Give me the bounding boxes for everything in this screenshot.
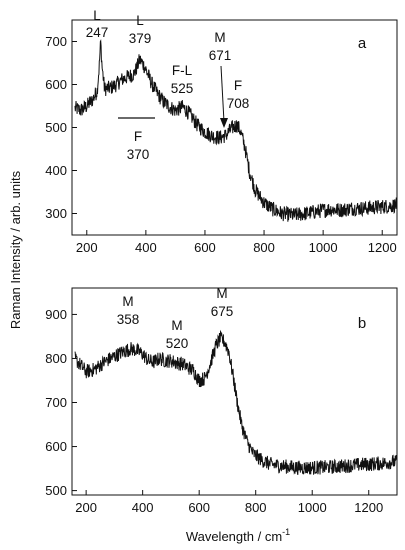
x-axis-title-sup: -1 (282, 527, 290, 537)
anno-a-L-247-value: 247 (86, 25, 109, 40)
anno-a-M-671-arrow (220, 65, 225, 123)
panel-b-x-tick-label: 800 (245, 500, 267, 515)
panel-b-y-tick-label: 600 (45, 439, 67, 454)
anno-a-FL-525-letter: F-L (172, 63, 193, 78)
anno-b-M-675-letter: M (216, 286, 227, 301)
panel-a-y-tick-label: 700 (45, 34, 67, 49)
x-axis-title-main: Wavelength / cm (186, 529, 282, 544)
panel-b-x-tick-label: 400 (132, 500, 154, 515)
anno-a-M-671-arrowhead (220, 118, 228, 128)
x-axis-title: Wavelength / cm-1 (186, 527, 290, 544)
panel-a-y-tick-label: 300 (45, 206, 67, 221)
anno-b-M-358-value: 358 (117, 312, 140, 327)
panel-b-frame (71, 287, 398, 496)
anno-a-FL-525-value: 525 (171, 81, 194, 96)
panel-a-y-tick-label: 600 (45, 77, 67, 92)
panel-a-x-tick-label: 400 (135, 240, 157, 255)
panel-b-x-tick-label: 200 (75, 500, 97, 515)
panel-a-y-tick-label: 500 (45, 120, 67, 135)
panel-a-spectrum-line (74, 39, 398, 222)
anno-b-M-675-value: 675 (211, 304, 234, 319)
anno-a-F-708-letter: F (234, 78, 242, 93)
panel-b-x-axis: 200 400 600 800 1000 1200 (75, 490, 383, 515)
y-axis-title: Raman Intensity / arb. units (8, 170, 23, 329)
panel-a: 300 400 500 600 700 200 400 600 800 1000 1200 a L… (45, 8, 398, 255)
panel-b-y-axis: 500 600 700 800 900 (45, 307, 77, 498)
panel-a-x-tick-label: 200 (76, 240, 98, 255)
panel-b-x-tick-label: 600 (188, 500, 210, 515)
panel-a-label: a (358, 35, 367, 52)
anno-a-L-379-letter: L (136, 13, 144, 28)
panel-b-y-tick-label: 900 (45, 307, 67, 322)
panel-b-y-tick-label: 700 (45, 395, 67, 410)
anno-a-F-370-value: 370 (127, 147, 150, 162)
anno-b-M-520-value: 520 (166, 336, 189, 351)
panel-a-x-tick-label: 800 (253, 240, 275, 255)
anno-a-L-247-letter: L (93, 8, 101, 23)
panel-b-label: b (358, 315, 366, 332)
panel-b-spectrum-line (74, 329, 398, 475)
anno-a-M-671-value: 671 (209, 48, 232, 63)
anno-b-M-520-letter: M (171, 318, 182, 333)
panel-a-x-tick-label: 600 (194, 240, 216, 255)
panel-a-x-axis: 200 400 600 800 1000 1200 (76, 230, 397, 255)
anno-a-M-671-letter: M (214, 30, 225, 45)
panel-a-x-tick-label: 1000 (309, 240, 338, 255)
panel-a-y-tick-label: 400 (45, 163, 67, 178)
anno-a-F-370-letter: F (134, 129, 142, 144)
panel-b-y-tick-label: 800 (45, 351, 67, 366)
panel-b-y-tick-label: 500 (45, 483, 67, 498)
panel-b-x-tick-label: 1200 (354, 500, 383, 515)
panel-b-x-tick-label: 1000 (298, 500, 327, 515)
anno-a-F-708-value: 708 (227, 96, 250, 111)
anno-b-M-358-letter: M (122, 294, 133, 309)
panel-a-x-tick-label: 1200 (368, 240, 397, 255)
panel-a-y-axis: 300 400 500 600 700 (45, 34, 77, 221)
anno-a-L-379-value: 379 (129, 31, 152, 46)
panel-b: 500 600 700 800 900 200 400 600 800 1000 1200 b M… (45, 286, 398, 515)
